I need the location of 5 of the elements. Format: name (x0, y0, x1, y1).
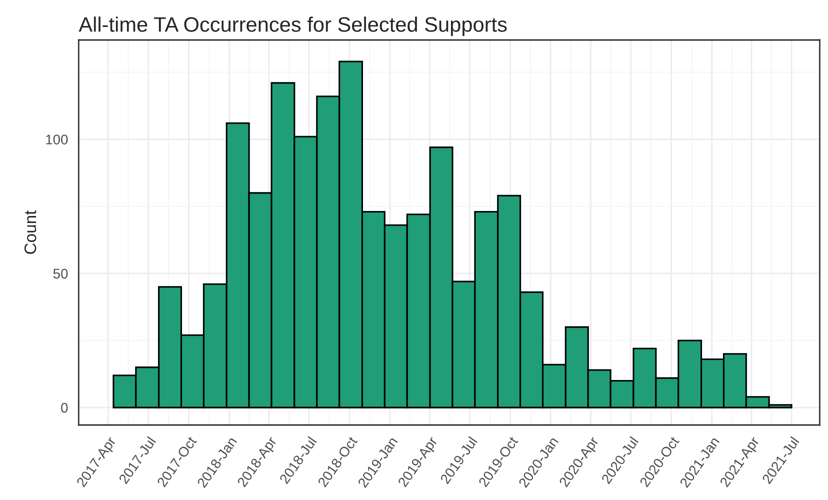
y-tick-label: 0 (61, 402, 68, 413)
y-tick-label: 100 (46, 134, 68, 144)
y-axis-title: Count (24, 210, 36, 254)
y-tick-label: 50 (53, 268, 68, 279)
chart-title: All-time TA Occurrences for Selected Supports (78, 16, 507, 36)
